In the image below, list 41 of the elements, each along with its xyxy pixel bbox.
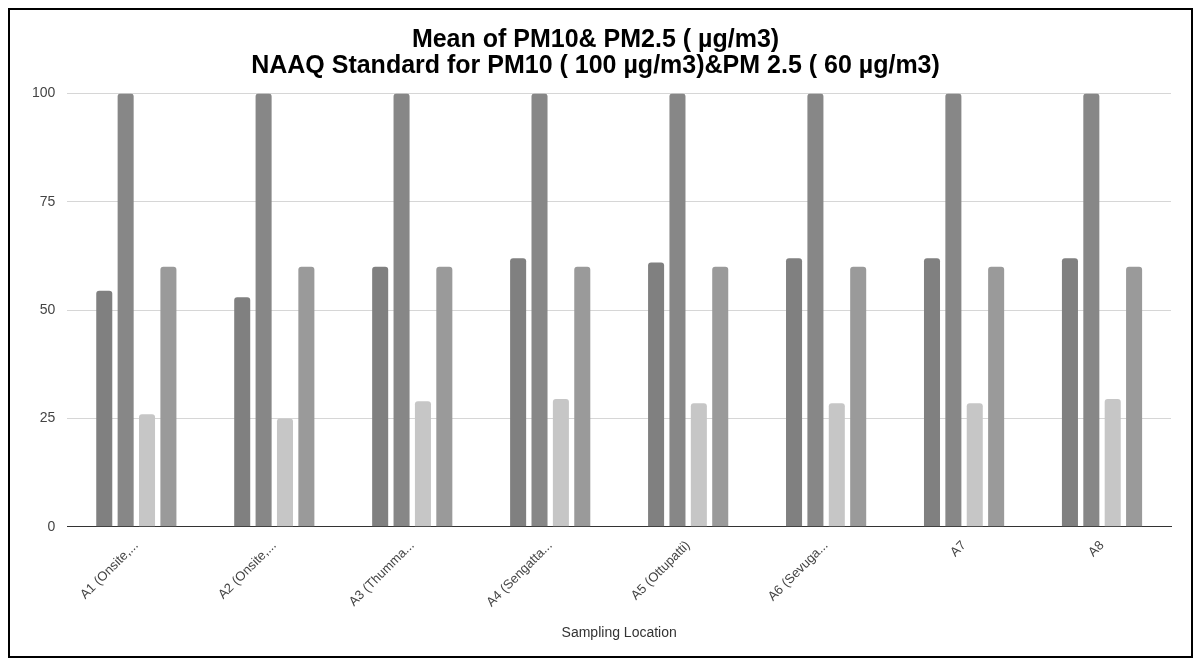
bar — [298, 266, 315, 527]
y-tick-label: 25 — [39, 409, 56, 426]
bar — [531, 93, 548, 527]
bar — [850, 266, 867, 527]
bar — [945, 93, 962, 527]
bar — [923, 258, 941, 527]
bar — [436, 266, 453, 527]
bar — [1104, 399, 1121, 527]
bar — [393, 93, 410, 527]
bar — [372, 266, 389, 527]
y-tick-label: 0 — [47, 517, 56, 534]
bar — [574, 266, 591, 527]
bar — [414, 401, 431, 527]
y-tick-label: 50 — [39, 301, 56, 318]
bar — [117, 93, 134, 527]
x-tick-label: A7 — [946, 537, 969, 560]
bar — [807, 93, 824, 527]
bar — [96, 290, 113, 527]
bar — [510, 258, 527, 527]
bar — [1083, 93, 1100, 527]
bar — [828, 403, 845, 527]
bar — [966, 403, 983, 527]
x-tick-label: A8 — [1084, 537, 1107, 560]
bar — [276, 418, 293, 527]
bar — [552, 399, 569, 527]
y-tick-label: 100 — [32, 84, 56, 101]
chart-title: Mean of PM10& PM2.5 ( µg/m3) NAAQ Standard for PM10 ( 100 µg/m3)&PM 2.5 ( 60 µg/m3) — [251, 24, 940, 79]
bar — [160, 266, 177, 527]
bar — [139, 414, 156, 527]
bar — [988, 266, 1005, 527]
bar — [255, 93, 272, 527]
bar — [690, 403, 707, 527]
bar — [1126, 266, 1143, 527]
bar — [669, 93, 686, 527]
bar — [648, 262, 665, 527]
bar — [786, 258, 803, 527]
bar — [234, 297, 251, 527]
y-tick-label: 75 — [39, 192, 56, 209]
bar — [1061, 258, 1078, 527]
x-axis-title: Sampling Location — [561, 624, 677, 641]
bar — [712, 266, 729, 527]
